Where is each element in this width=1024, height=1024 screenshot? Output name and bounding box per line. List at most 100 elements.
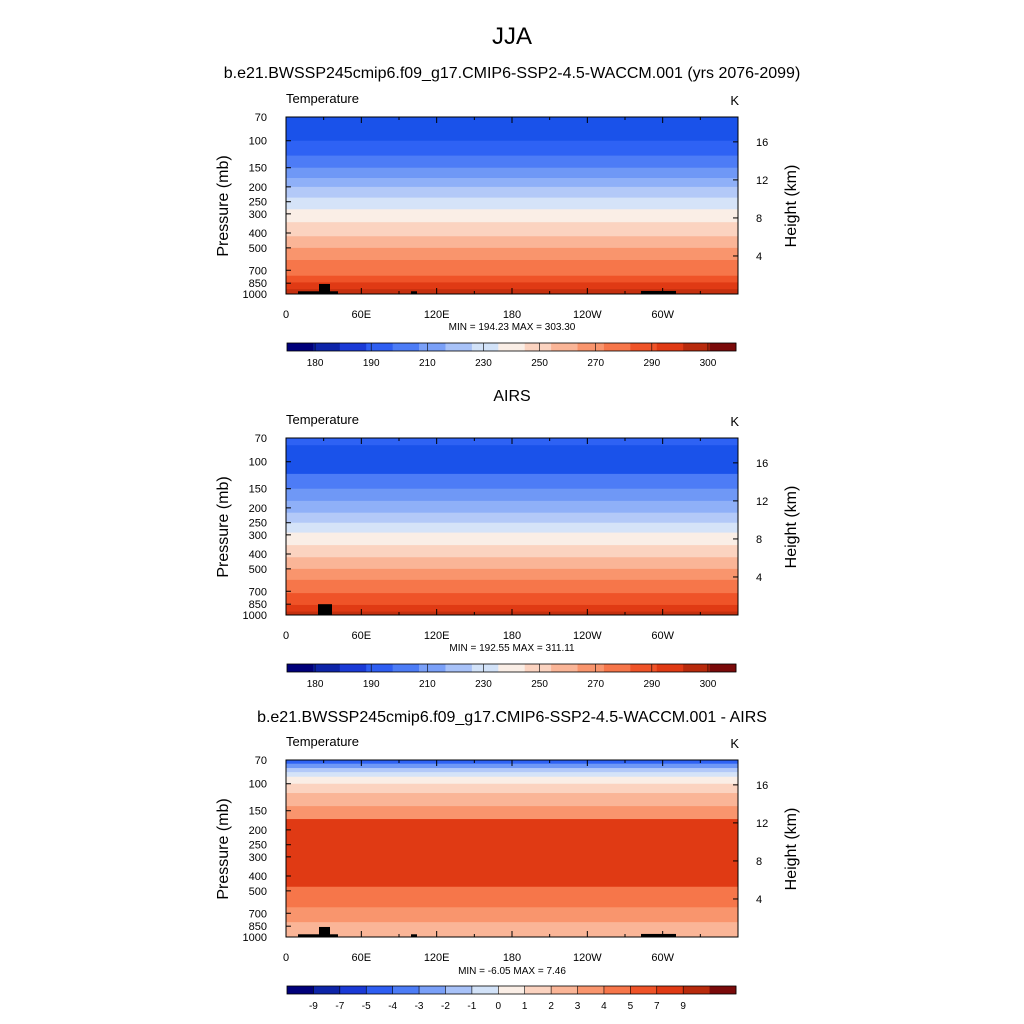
colorbar-swatch [683, 986, 710, 994]
panel-title: AIRS [493, 388, 530, 405]
colorbar-frame [286, 985, 737, 995]
colorbar-swatch [551, 343, 578, 351]
contour-band [286, 155, 738, 169]
x-tick-label: 60E [352, 952, 372, 964]
plot-area [285, 437, 739, 616]
x-tick-label: 60E [352, 630, 372, 642]
y-axis-label: Pressure (mb) [215, 155, 232, 256]
y-tick-label: 150 [249, 806, 267, 818]
colorbar-label: 3 [575, 1001, 581, 1012]
contour-band [286, 604, 738, 613]
y-tick-label: 500 [249, 243, 267, 255]
y-right-tick-label: 4 [756, 894, 762, 906]
x-tick-label: 120E [424, 630, 450, 642]
colorbar-swatch [498, 986, 526, 994]
colorbar-label: 270 [587, 358, 604, 369]
contour-band [286, 579, 738, 594]
plot-area [285, 116, 739, 295]
colorbar-swatch [524, 986, 552, 994]
y-tick-label: 300 [249, 852, 267, 864]
y-right-axis-label: Height (km) [783, 808, 800, 891]
colorbar-label: 250 [531, 358, 548, 369]
colorbar-swatch [471, 986, 499, 994]
y-right-tick-label: 8 [756, 213, 762, 225]
topography-mask [318, 604, 332, 615]
y-tick-label: 70 [255, 433, 267, 445]
colorbar-label: 290 [643, 358, 660, 369]
colorbar-swatch [630, 343, 658, 351]
y-tick-label: 150 [249, 484, 267, 496]
colorbar-swatch [524, 664, 552, 672]
colorbar-label: 0 [496, 1001, 502, 1012]
colorbar-label: 210 [419, 679, 436, 690]
colorbar-label: -4 [388, 1001, 397, 1012]
y-right-tick-label: 8 [756, 856, 762, 868]
y-tick-label: 100 [249, 136, 267, 148]
colorbar-frame [286, 342, 737, 352]
y-tick-label: 500 [249, 886, 267, 898]
contour-band [286, 568, 738, 581]
colorbar-label: 270 [587, 679, 604, 690]
contour-band [286, 247, 738, 261]
topography-mask [641, 933, 676, 937]
y-right-tick-label: 12 [756, 818, 768, 830]
colorbar-label: 290 [643, 679, 660, 690]
colorbar-label: -7 [335, 1001, 344, 1012]
colorbar-swatch [498, 664, 526, 672]
contour-band [286, 186, 738, 199]
colorbar-swatch [709, 343, 737, 351]
contour-band [286, 776, 738, 785]
colorbar-label: -9 [309, 1001, 318, 1012]
colorbar-label: 210 [419, 358, 436, 369]
y-right-ticks: 16 12 8 4 [733, 780, 768, 906]
y-right-tick-label: 4 [756, 251, 762, 263]
contour-band [286, 922, 738, 938]
colorbar: -9 -7 -5 -4 -3 -2 -1 0 1 2 3 4 5 7 9 [286, 985, 737, 1012]
topography-mask [411, 934, 417, 937]
colorbar-swatch [366, 986, 394, 994]
y-tick-label: 300 [249, 530, 267, 542]
y-axis-label: Pressure (mb) [215, 476, 232, 577]
colorbar-swatch [392, 986, 420, 994]
colorbar-swatch [603, 343, 631, 351]
panel-title: b.e21.BWSSP245cmip6.f09_g17.CMIP6-SSP2-4… [257, 709, 767, 726]
y-right-tick-label: 16 [756, 137, 768, 149]
contour-band [286, 593, 738, 606]
contour-band [286, 793, 738, 807]
colorbar-swatch [524, 343, 552, 351]
x-tick-label: 60W [651, 630, 674, 642]
contour-band [286, 140, 738, 157]
colorbar-swatch [339, 986, 367, 994]
contour-band [286, 209, 738, 223]
y-tick-label: 300 [249, 209, 267, 221]
colorbar-swatch [551, 986, 578, 994]
y-tick-label: 850 [249, 278, 267, 290]
colorbar-swatch [313, 343, 341, 351]
colorbar-frame [286, 663, 737, 673]
y-tick-label: 1000 [243, 289, 267, 301]
y-tick-label: 150 [249, 163, 267, 175]
y-right-tick-label: 8 [756, 534, 762, 546]
colorbar-swatch [577, 986, 605, 994]
colorbar-swatch [603, 664, 631, 672]
x-tick-label: 0 [283, 630, 289, 642]
contour-band [286, 886, 738, 908]
x-tick-label: 120W [573, 309, 602, 321]
colorbar-label: 5 [628, 1001, 634, 1012]
y-tick-label: 100 [249, 779, 267, 791]
colorbar-label: 230 [475, 679, 492, 690]
x-tick-label: 120E [424, 309, 450, 321]
colorbar-label: 1 [522, 1001, 528, 1012]
contour-band [286, 282, 738, 290]
x-tick-label: 60W [651, 309, 674, 321]
colorbar-swatch [419, 664, 446, 672]
y-right-tick-label: 12 [756, 175, 768, 187]
y-tick-label: 200 [249, 503, 267, 515]
x-tick-label: 120W [573, 630, 602, 642]
colorbar-swatch [287, 986, 314, 994]
y-right-axis-label: Height (km) [783, 486, 800, 569]
x-tick-label: 120W [573, 952, 602, 964]
y-right-ticks: 16 12 8 4 [733, 458, 768, 584]
x-tick-label: 180 [503, 630, 521, 642]
